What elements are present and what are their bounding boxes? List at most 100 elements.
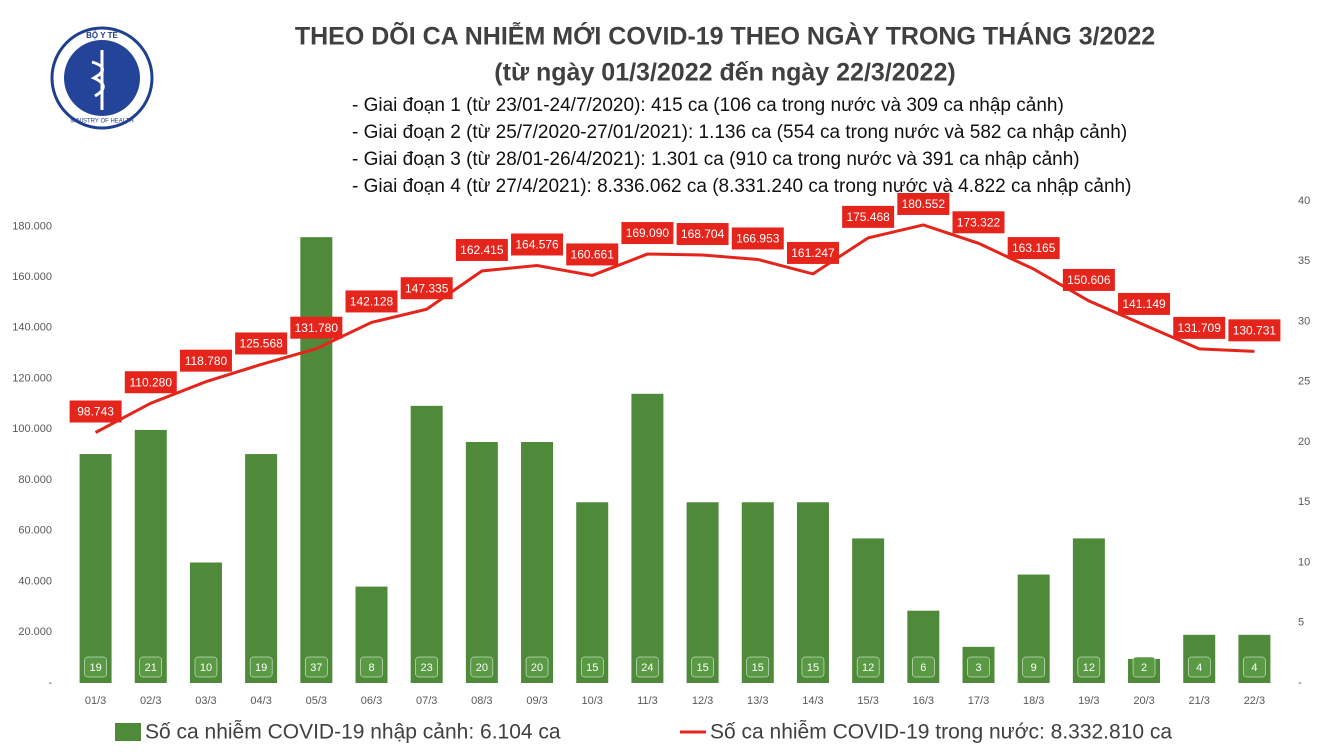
bar — [410, 405, 443, 683]
y-tick-label: 40.000 — [18, 575, 52, 587]
bar — [521, 442, 554, 683]
value-label-box — [1228, 319, 1281, 342]
bar-label: 19 — [255, 662, 267, 674]
bar-label: 19 — [89, 662, 101, 674]
bar-label: 2 — [1141, 662, 1147, 674]
bar-label: 3 — [975, 662, 981, 674]
value-label-box — [621, 222, 674, 245]
value-label: 161.247 — [791, 246, 835, 260]
bar-label: 4 — [1251, 662, 1257, 674]
value-label: 180.552 — [902, 197, 946, 211]
x-tick-label: 13/3 — [747, 695, 768, 707]
value-label: 160.661 — [571, 248, 615, 262]
bar-label-box — [1187, 656, 1211, 678]
value-label: 141.149 — [1122, 297, 1166, 311]
logo: BỘ Y TẾ MINISTRY OF HEALTH — [50, 26, 154, 130]
value-label-box — [345, 290, 398, 313]
y2-tick-label: - — [1298, 677, 1302, 689]
bar-label-box — [856, 656, 880, 678]
bar-label-box — [1132, 656, 1156, 678]
bar — [741, 502, 774, 683]
value-label-box — [455, 238, 508, 261]
value-label-box — [1007, 237, 1060, 260]
value-label-box — [179, 349, 232, 372]
x-tick-label: 21/3 — [1189, 695, 1210, 707]
bar-label-box — [84, 656, 107, 678]
value-label: 162.415 — [460, 243, 504, 257]
x-tick-label: 17/3 — [968, 695, 989, 707]
bar-label: 15 — [807, 662, 819, 674]
x-tick-label: 16/3 — [913, 695, 934, 707]
bar — [796, 502, 829, 683]
x-tick-label: 02/3 — [140, 695, 161, 707]
logo-snake — [90, 60, 105, 98]
y2-tick-label: 20 — [1298, 436, 1310, 448]
bar-label: 15 — [696, 662, 708, 674]
bar-label: 15 — [586, 662, 598, 674]
bar-label-box — [139, 656, 163, 678]
x-tick-label: 20/3 — [1133, 695, 1154, 707]
x-tick-label: 22/3 — [1244, 695, 1265, 707]
bar-label-box — [691, 656, 714, 678]
value-label-box — [1062, 268, 1115, 291]
x-tick-label: 15/3 — [857, 695, 878, 707]
value-label-box — [1118, 292, 1171, 315]
bar-label: 21 — [145, 662, 157, 674]
y2-tick-label: 5 — [1298, 617, 1304, 629]
note: - Giai đoạn 1 (từ 23/01-24/7/2020): 415 … — [352, 95, 1064, 116]
bar-label-box — [967, 656, 990, 678]
x-tick-label: 07/3 — [416, 695, 437, 707]
y-tick-label: 20.000 — [18, 626, 52, 638]
bar-label-box — [746, 656, 770, 678]
value-label: 131.709 — [1178, 321, 1222, 335]
bar-label: 23 — [421, 662, 433, 674]
value-label-box — [511, 233, 564, 256]
legend-label: Số ca nhiễm COVID-19 nhập cảnh: 6.104 ca — [145, 721, 561, 744]
y-tick-label: 100.000 — [12, 423, 52, 435]
bar-label: 37 — [310, 662, 322, 674]
value-label-box — [786, 241, 839, 264]
bar-label-box — [470, 656, 494, 678]
legend-swatch — [115, 723, 141, 741]
bar-label-box — [360, 656, 383, 678]
logo-top: BỘ Y TẾ — [86, 30, 118, 40]
x-tick-label: 08/3 — [471, 695, 492, 707]
y2-tick-label: 15 — [1298, 496, 1310, 508]
bar-label: 20 — [531, 662, 543, 674]
value-label: 169.090 — [626, 226, 670, 240]
x-tick-label: 09/3 — [526, 695, 547, 707]
value-label: 164.576 — [515, 238, 559, 252]
y2-tick-label: 30 — [1298, 315, 1310, 327]
bar — [79, 454, 112, 683]
bar-label-box — [580, 656, 604, 678]
value-label: 175.468 — [846, 210, 890, 224]
bar-label: 6 — [920, 662, 926, 674]
x-tick-label: 12/3 — [692, 695, 713, 707]
note: - Giai đoạn 2 (từ 25/7/2020-27/01/2021):… — [352, 122, 1127, 143]
bar-label: 12 — [862, 662, 874, 674]
value-label: 173.322 — [957, 215, 1001, 229]
bar-label: 12 — [1083, 662, 1095, 674]
x-tick-label: 11/3 — [637, 695, 658, 707]
bar — [686, 502, 719, 683]
value-label: 150.606 — [1067, 273, 1111, 287]
value-label-box — [566, 243, 619, 266]
bar-label-box — [194, 656, 218, 678]
bar-label-box — [305, 656, 328, 678]
y2-tick-label: 35 — [1298, 255, 1310, 267]
bar-label-box — [1077, 656, 1101, 678]
bar — [245, 454, 278, 683]
bar-label-box — [636, 656, 659, 678]
bar-label-box — [249, 656, 273, 678]
y-tick-label: 180.000 — [12, 220, 52, 232]
value-label-box — [290, 316, 343, 339]
value-label-box — [952, 211, 1005, 234]
value-label-box — [124, 371, 177, 394]
bar-label-box — [1022, 656, 1045, 678]
bar — [465, 442, 498, 683]
value-label-box — [842, 205, 895, 228]
y2-tick-label: 40 — [1298, 195, 1310, 207]
bar-label-box — [525, 656, 549, 678]
logo-bottom: MINISTRY OF HEALTH — [70, 119, 133, 125]
